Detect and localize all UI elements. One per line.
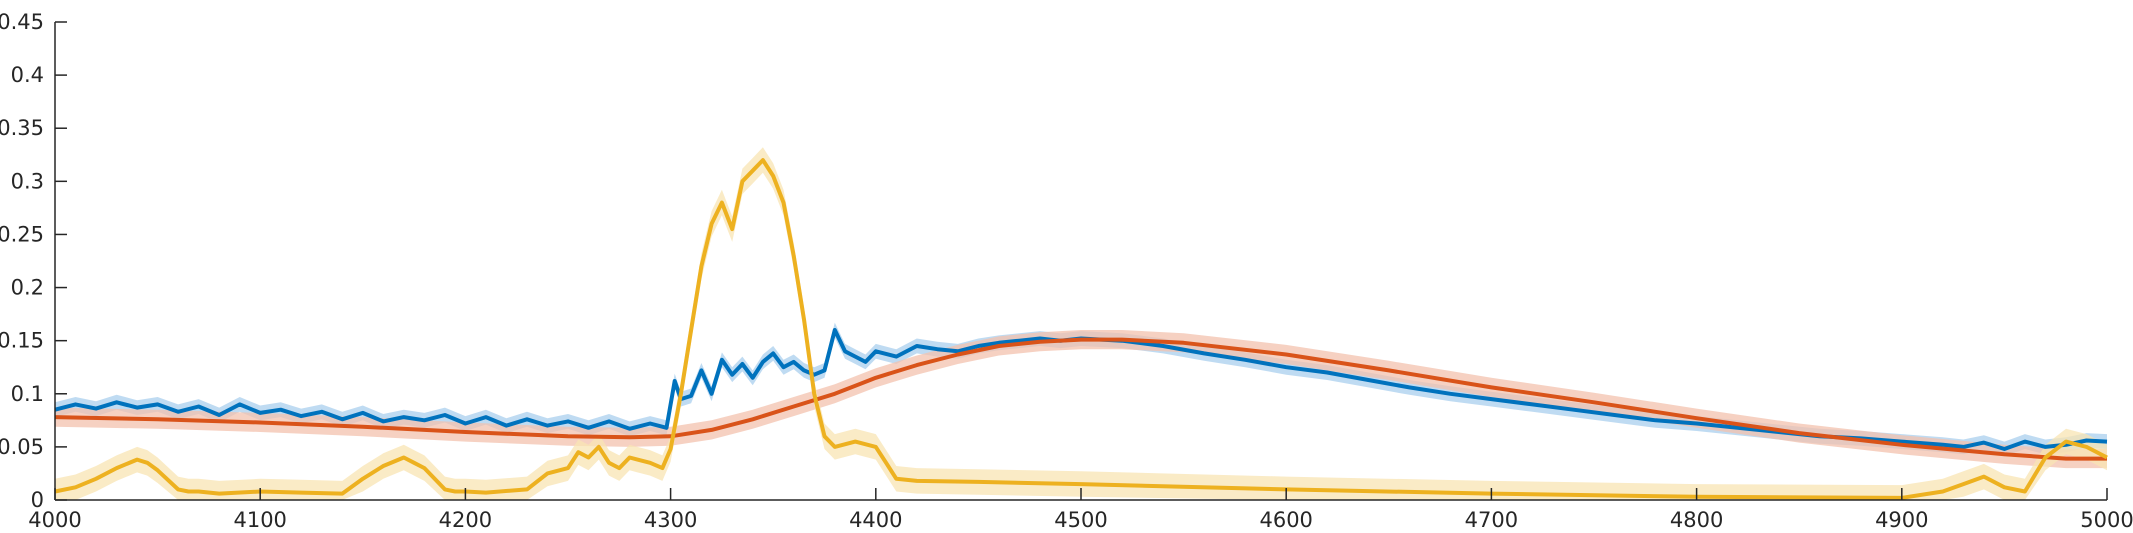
y-tick-label: 0 xyxy=(31,488,44,512)
y-tick-label: 0.05 xyxy=(0,435,44,459)
x-tick-label: 4000 xyxy=(28,508,81,532)
x-tick-label: 4900 xyxy=(1875,508,1928,532)
series-3-band xyxy=(55,147,2107,501)
series-3-line xyxy=(54,158,2108,500)
y-tick-label: 0.2 xyxy=(11,276,44,300)
x-tick-label: 4400 xyxy=(849,508,902,532)
x-tick-label: 4800 xyxy=(1670,508,1723,532)
series-2-line xyxy=(54,337,2107,461)
y-tick-label: 0.25 xyxy=(0,222,44,246)
y-tick-label: 0.15 xyxy=(0,329,44,353)
x-tick-label: 4700 xyxy=(1465,508,1518,532)
x-tick-label: 4200 xyxy=(439,508,492,532)
x-tick-label: 4500 xyxy=(1054,508,1107,532)
y-tick-label: 0.4 xyxy=(11,63,44,87)
y-tick-label: 0.35 xyxy=(0,116,44,140)
x-tick-label: 4100 xyxy=(233,508,286,532)
confidence-bands xyxy=(55,147,2107,501)
x-tick-label: 4300 xyxy=(644,508,697,532)
y-tick-label: 0.1 xyxy=(11,382,44,406)
series-2-band xyxy=(55,330,2107,469)
y-tick-label: 0.3 xyxy=(11,169,44,193)
series-1-line xyxy=(54,328,2108,451)
x-tick-label: 5000 xyxy=(2080,508,2133,532)
x-tick-label: 4600 xyxy=(1259,508,1312,532)
series-lines xyxy=(54,158,2108,500)
y-tick-label: 0.45 xyxy=(0,10,44,34)
axes: 4000 4100 4200 4300 4400 4500 4600 4700 4800 4900… xyxy=(0,10,2133,532)
